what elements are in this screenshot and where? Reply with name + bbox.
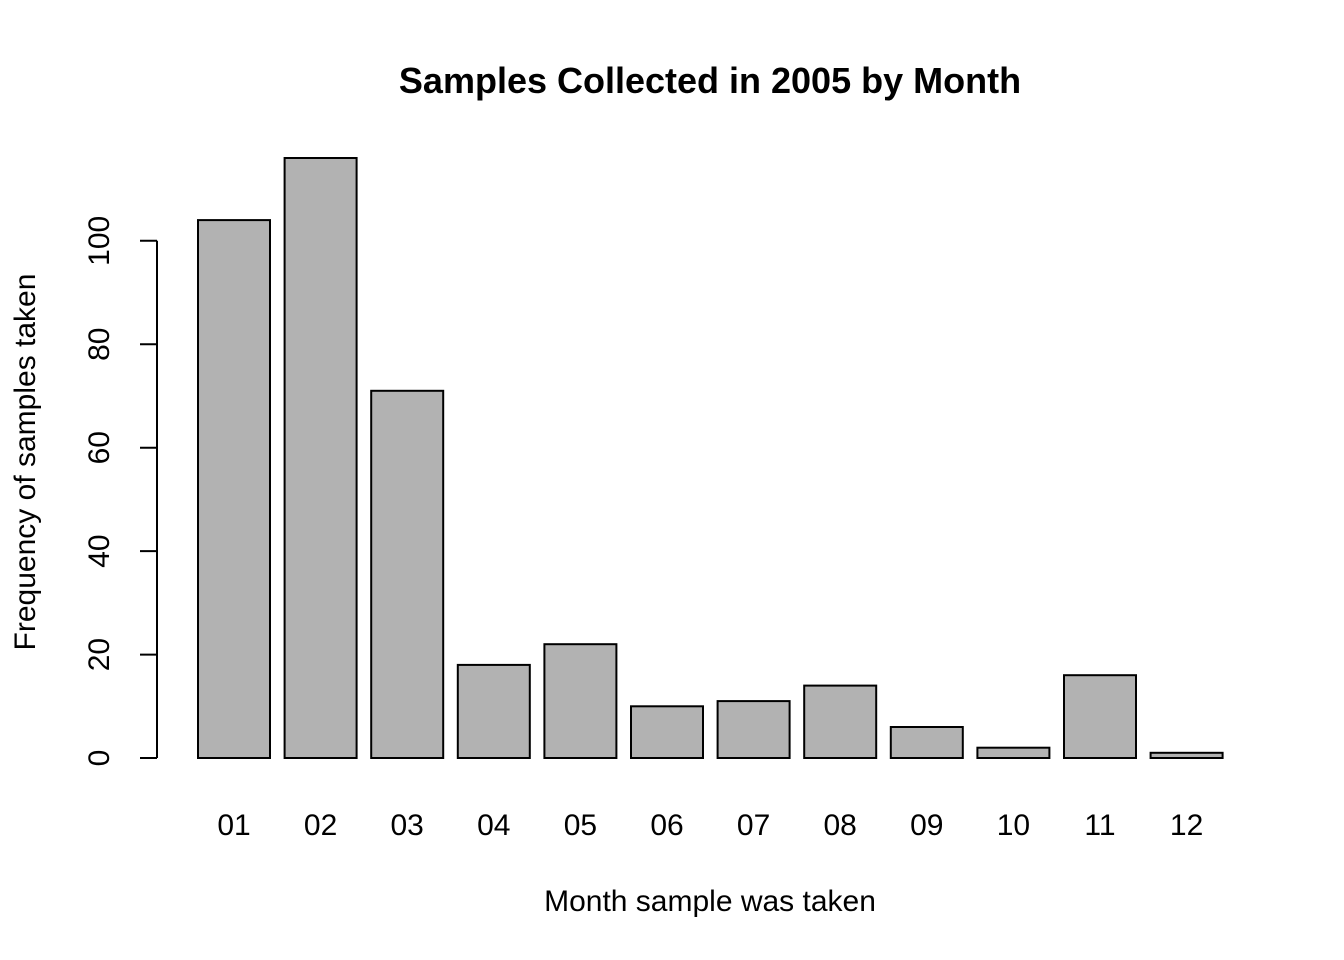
x-tick-label-01: 01 xyxy=(217,809,250,842)
y-tick-label-20: 20 xyxy=(83,638,116,671)
x-tick-label-07: 07 xyxy=(737,809,770,842)
bar-10 xyxy=(976,746,1051,760)
x-tick-label-08: 08 xyxy=(824,809,857,842)
x-tick-label-06: 06 xyxy=(650,809,683,842)
x-tick-label-11: 11 xyxy=(1084,809,1115,842)
x-tick-label-02: 02 xyxy=(304,809,337,842)
bar-08 xyxy=(803,684,878,759)
chart-title: Samples Collected in 2005 by Month xyxy=(399,60,1021,101)
bar-09 xyxy=(889,726,964,759)
x-tick-label-09: 09 xyxy=(910,809,943,842)
bar-03 xyxy=(370,389,445,759)
bar-06 xyxy=(630,705,704,759)
x-axis-label: Month sample was taken xyxy=(544,885,876,918)
x-tick-labels: 01 02 03 04 05 06 07 08 09 10 11 12 xyxy=(217,809,1203,842)
y-axis: 0 20 40 60 80 100 xyxy=(83,216,158,767)
bar-07 xyxy=(716,700,791,759)
bar-02 xyxy=(283,157,358,759)
y-tick-label-60: 60 xyxy=(83,431,116,464)
y-axis-label: Frequency of samples taken xyxy=(9,274,42,651)
x-tick-label-03: 03 xyxy=(391,809,424,842)
y-tick-label-40: 40 xyxy=(83,534,116,567)
bar-11 xyxy=(1063,674,1137,760)
y-tick-label-0: 0 xyxy=(83,750,116,767)
x-tick-label-05: 05 xyxy=(564,809,597,842)
x-tick-label-12: 12 xyxy=(1170,809,1203,842)
y-tick-label-100: 100 xyxy=(83,216,116,266)
bar-05 xyxy=(543,643,618,760)
bar-01 xyxy=(197,219,271,760)
x-tick-label-10: 10 xyxy=(997,809,1030,842)
x-tick-label-04: 04 xyxy=(477,809,510,842)
bar-12 xyxy=(1149,751,1224,759)
bar-04 xyxy=(456,663,531,760)
bars-group xyxy=(197,157,1224,760)
y-tick-label-80: 80 xyxy=(83,328,116,361)
